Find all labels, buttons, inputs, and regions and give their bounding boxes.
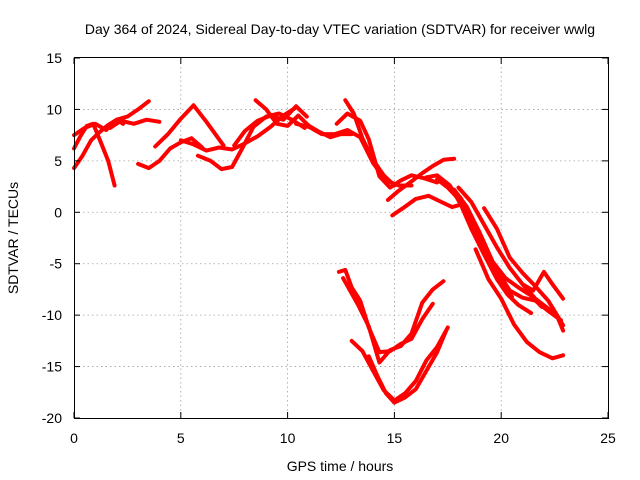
x-tick-label: 0: [70, 430, 78, 446]
y-tick-label: 5: [54, 153, 62, 169]
series-track-16: [424, 173, 534, 316]
series-track-25: [341, 276, 446, 365]
series-track-15: [390, 193, 465, 218]
y-tick-label: -10: [42, 307, 62, 323]
series-track-14: [386, 156, 457, 202]
series-track-6: [153, 103, 226, 149]
x-tick-label: 10: [280, 430, 296, 446]
y-tick-label: 0: [54, 204, 62, 220]
series-track-24: [336, 267, 435, 355]
series-track-13: [343, 98, 397, 188]
y-tick-label: 10: [46, 101, 62, 117]
x-tick-label: 5: [177, 430, 185, 446]
y-axis-label: SDTVAR / TECUs: [5, 182, 21, 294]
series-track-22: [482, 206, 566, 328]
series-track-5: [136, 136, 205, 171]
plot-series: [72, 98, 566, 405]
x-tick-label: 15: [387, 430, 403, 446]
series-track-4: [108, 117, 162, 130]
chart-title: Day 364 of 2024, Sidereal Day-to-day VTE…: [85, 21, 595, 37]
series-track-21: [473, 247, 566, 361]
y-tick-label: -15: [42, 359, 62, 375]
x-tick-label: 20: [493, 430, 509, 446]
x-tick-label: 25: [600, 430, 616, 446]
plot-frame: [74, 57, 609, 419]
series-track-20: [456, 185, 566, 333]
y-tick-label: -5: [50, 256, 63, 272]
y-tick-label: 15: [46, 50, 62, 66]
axis-ticks: 0 5 10 15 20 25 -20 -15 -10 -5 0 5 10 15: [42, 50, 616, 446]
series-track-26: [349, 325, 450, 403]
series-track-27: [366, 329, 448, 405]
x-axis-label: GPS time / hours: [287, 458, 394, 474]
y-tick-label: -20: [42, 410, 62, 426]
series-track-23: [520, 269, 566, 301]
grid-lines: [74, 58, 608, 418]
